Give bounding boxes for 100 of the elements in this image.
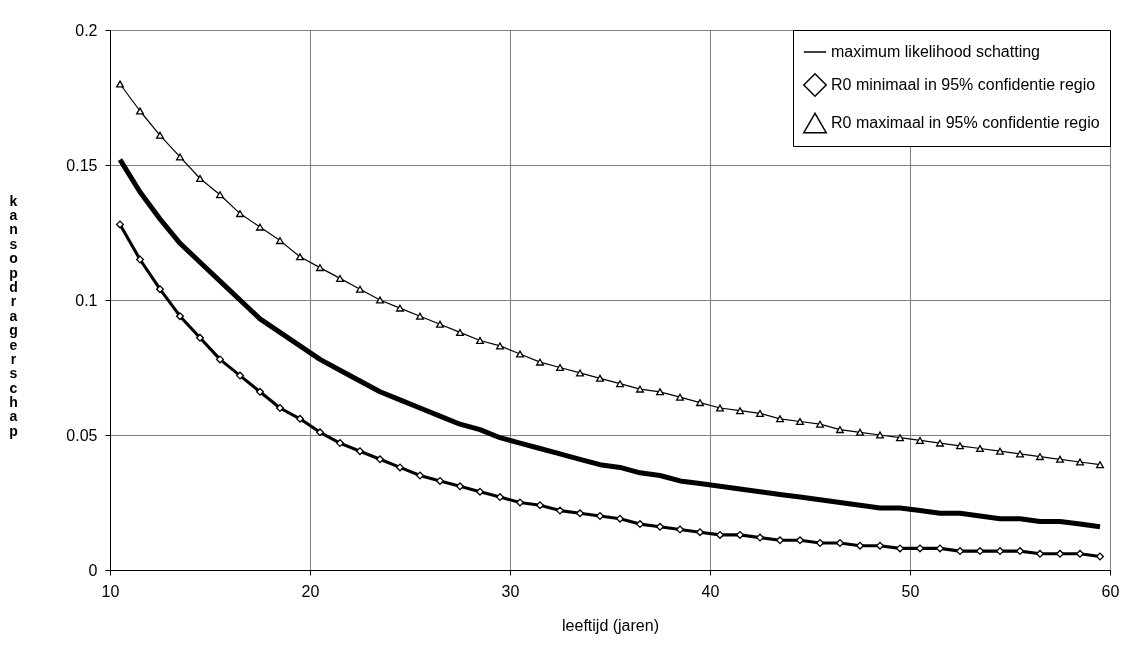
point (1056, 455, 1064, 463)
point (936, 439, 944, 447)
point (876, 431, 884, 439)
point (236, 371, 244, 380)
point (476, 487, 484, 496)
point (956, 547, 964, 556)
point (116, 80, 124, 88)
point (336, 274, 344, 282)
point (316, 264, 324, 272)
y-tick-label: 0 (88, 561, 98, 579)
point (716, 404, 724, 412)
legend-label: R0 maximaal in 95% confidentie regio (831, 114, 1100, 131)
point (776, 536, 784, 545)
point (436, 320, 444, 328)
point (255, 387, 264, 396)
point (956, 442, 964, 450)
point (996, 547, 1004, 556)
point (396, 304, 404, 312)
x-tick-label: 40 (701, 582, 720, 600)
point (496, 493, 504, 502)
point (196, 333, 204, 342)
point (316, 428, 324, 437)
point (356, 447, 364, 456)
y-tick-label: 0.1 (75, 291, 98, 309)
point (156, 285, 164, 294)
point (796, 417, 804, 426)
point (376, 455, 384, 464)
point (456, 482, 464, 491)
point (1076, 458, 1084, 466)
legend-label: maximum likelihood schatting (831, 43, 1040, 60)
y-tick-label: 0.05 (66, 426, 98, 444)
point (676, 393, 684, 401)
point (116, 220, 124, 229)
x-tick-label: 20 (301, 582, 320, 600)
point (836, 539, 844, 547)
point (576, 369, 584, 377)
point (276, 404, 284, 412)
x-tick-label: 30 (501, 582, 520, 600)
point (516, 498, 524, 507)
point (976, 547, 984, 556)
y-tick-label: 0.15 (66, 156, 98, 174)
point (776, 415, 784, 423)
point (236, 210, 244, 218)
point (916, 544, 924, 553)
point (376, 296, 384, 304)
point (516, 350, 524, 358)
point (996, 447, 1004, 455)
point (856, 541, 864, 550)
point (1096, 461, 1104, 469)
point (156, 131, 164, 139)
point (536, 501, 544, 510)
point (896, 434, 904, 442)
point (436, 476, 444, 485)
y-tick-label: 0.2 (75, 21, 98, 39)
point (296, 414, 304, 423)
point (916, 436, 924, 444)
point (576, 509, 584, 518)
point (176, 153, 184, 161)
legend-label: R0 minimaal in 95% confidentie regio (831, 76, 1096, 93)
point (636, 385, 644, 393)
point (636, 520, 644, 529)
point (136, 107, 144, 115)
point (296, 253, 304, 261)
point (676, 525, 684, 534)
x-tick-label: 50 (901, 582, 920, 600)
point (756, 533, 764, 542)
point (176, 312, 184, 321)
point (476, 336, 484, 345)
text: kans op dragerschap (9, 192, 18, 439)
point (536, 358, 544, 366)
point (856, 428, 864, 436)
point (876, 541, 884, 550)
point (756, 409, 764, 417)
point (136, 255, 144, 264)
point (736, 407, 744, 415)
point (796, 536, 804, 545)
point (1056, 549, 1064, 558)
point (1036, 549, 1044, 558)
point (896, 544, 904, 553)
point (456, 328, 464, 336)
point (816, 539, 824, 547)
x-tick-label: 10 (101, 582, 120, 600)
point (836, 426, 844, 434)
point (356, 285, 364, 293)
point (716, 530, 724, 539)
point (656, 522, 664, 531)
point (1076, 549, 1084, 558)
point (1036, 453, 1044, 461)
point (276, 237, 284, 245)
point (976, 444, 984, 453)
point (496, 342, 504, 350)
point (816, 420, 824, 428)
point (1016, 450, 1024, 458)
point (396, 463, 404, 472)
point (696, 399, 704, 407)
point (336, 439, 344, 448)
point (656, 388, 664, 396)
point (1096, 552, 1104, 561)
point (616, 514, 624, 523)
point (596, 512, 604, 520)
